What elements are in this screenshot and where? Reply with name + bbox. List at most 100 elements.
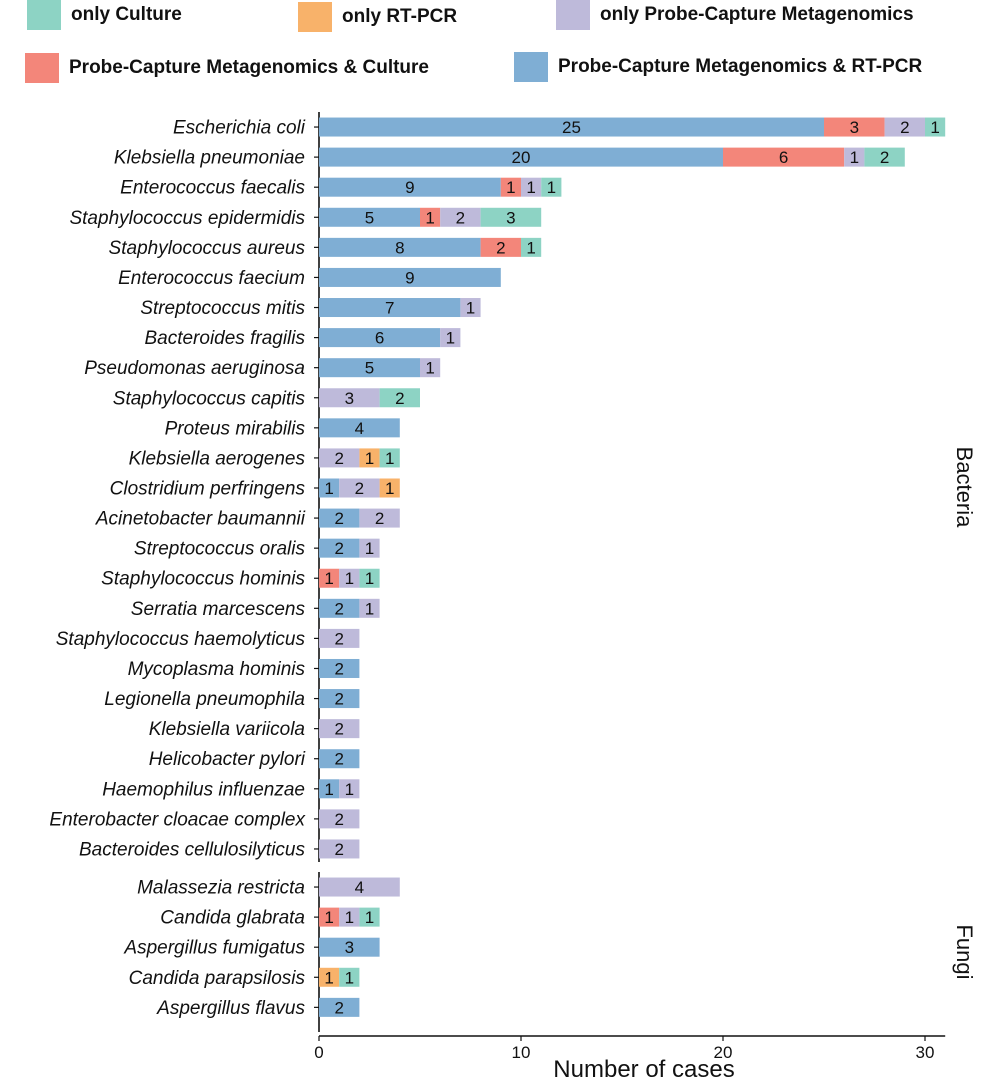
category-label: Staphylococcus epidermidis [69, 208, 305, 229]
bar-segment-pcm_culture [723, 147, 845, 167]
bar-value-label: 3 [506, 208, 515, 227]
category-label: Staphylococcus aureus [109, 238, 306, 259]
bar-segment-pcm_rtpcr [319, 418, 400, 438]
bar-segment-pcm_culture [500, 177, 521, 197]
bar-segment-culture [339, 967, 360, 987]
category-label: Mycoplasma hominis [128, 659, 306, 680]
bar-value-label: 2 [334, 810, 343, 829]
bar-segment-pcm [460, 298, 481, 318]
bar-segment-culture [379, 448, 400, 468]
bar-segment-pcm [339, 907, 360, 927]
bar-segment-rtpcr [319, 967, 340, 987]
bar-segment-pcm_culture [420, 207, 441, 227]
bar-value-label: 2 [375, 509, 384, 528]
category-label: Klebsiella variicola [149, 719, 305, 740]
bar-value-label: 1 [547, 178, 556, 197]
bar-segment-pcm_rtpcr [319, 779, 340, 799]
bar-value-label: 3 [345, 389, 354, 408]
category-label: Pseudomonas aeruginosa [84, 358, 305, 379]
x-tick-label: 10 [512, 1043, 531, 1062]
bar-segment-pcm [359, 598, 380, 618]
bar-value-label: 1 [345, 968, 354, 987]
bar-value-label: 2 [334, 720, 343, 739]
bar-segment-pcm_rtpcr [319, 538, 360, 558]
bar-segment-culture [864, 147, 905, 167]
bar-value-label: 2 [334, 690, 343, 709]
bar-value-label: 2 [880, 148, 889, 167]
category-label: Aspergillus flavus [156, 998, 305, 1019]
bar-segment-pcm [339, 568, 360, 588]
bar-segment-pcm_rtpcr [319, 598, 360, 618]
category-label: Klebsiella aerogenes [129, 448, 306, 469]
bar-segment-culture [379, 388, 420, 408]
bar-segment-pcm_rtpcr [319, 658, 360, 678]
x-tick-label: 30 [916, 1043, 935, 1062]
bar-value-label: 1 [324, 569, 333, 588]
bar-value-label: 2 [355, 479, 364, 498]
bar-value-label: 1 [345, 569, 354, 588]
legend-item-culture: only Culture [27, 0, 182, 30]
category-label: Aspergillus fumigatus [123, 938, 305, 959]
category-label: Enterococcus faecium [118, 268, 305, 289]
bar-value-label: 2 [334, 998, 343, 1017]
bar-segment-pcm [359, 508, 400, 528]
bar-value-label: 1 [425, 208, 434, 227]
bar-value-label: 1 [324, 908, 333, 927]
bar-value-label: 2 [334, 629, 343, 648]
legend-item-pcm_culture: Probe-Capture Metagenomics & Culture [25, 53, 429, 83]
legend: only Culture only RT-PCR only Probe-Captur… [0, 0, 1000, 95]
bar-value-label: 2 [900, 118, 909, 137]
category-label: Proteus mirabilis [165, 418, 306, 439]
legend-label: Probe-Capture Metagenomics & Culture [69, 57, 429, 78]
bar-segment-pcm [884, 117, 925, 137]
bar-value-label: 1 [385, 449, 394, 468]
category-label: Staphylococcus capitis [113, 388, 306, 409]
bar-value-label: 2 [334, 539, 343, 558]
bar-value-label: 1 [365, 908, 374, 927]
x-tick-label: 20 [714, 1043, 733, 1062]
bar-value-label: 4 [355, 878, 364, 897]
bar-value-label: 1 [425, 359, 434, 378]
bar-value-label: 5 [365, 359, 374, 378]
x-axis-title: Number of cases [553, 1056, 734, 1081]
bar-segment-pcm [319, 877, 400, 897]
bar-segment-pcm_rtpcr [319, 298, 461, 318]
bar-value-label: 2 [496, 238, 505, 257]
bar-segment-pcm [440, 207, 481, 227]
category-label: Haemophilus influenzae [102, 779, 305, 800]
bar-value-label: 3 [850, 118, 859, 137]
bar-value-label: 9 [405, 268, 414, 287]
bar-segment-pcm_rtpcr [319, 207, 420, 227]
bar-segment-culture [925, 117, 946, 137]
category-label: Clostridium perfringens [110, 479, 306, 500]
category-label: Legionella pneumophila [104, 689, 305, 710]
bar-segment-pcm [420, 358, 441, 378]
bar-segment-pcm [319, 839, 360, 859]
bar-segment-pcm_rtpcr [319, 478, 340, 498]
legend-label: Probe-Capture Metagenomics & RT-PCR [558, 56, 923, 77]
bar-segment-pcm_rtpcr [319, 508, 360, 528]
bar-value-label: 3 [345, 938, 354, 957]
legend-label: only Probe-Capture Metagenomics [600, 4, 914, 25]
bar-segment-pcm [319, 809, 360, 829]
bar-segment-culture [541, 177, 562, 197]
legend-swatch [27, 0, 61, 30]
bar-segment-culture [521, 237, 542, 257]
category-label: Streptococcus oralis [134, 539, 306, 560]
bar-value-label: 1 [506, 178, 515, 197]
legend-swatch [514, 52, 548, 82]
bar-segment-pcm [319, 448, 360, 468]
bar-segment-pcm [844, 147, 865, 167]
bar-value-label: 20 [512, 148, 531, 167]
bar-segment-pcm [319, 719, 360, 739]
bar-value-label: 1 [526, 178, 535, 197]
bar-segment-rtpcr [379, 478, 400, 498]
category-label: Bacteroides cellulosilyticus [79, 839, 305, 860]
bar-segment-pcm [521, 177, 542, 197]
bar-value-label: 5 [365, 208, 374, 227]
category-label: Acinetobacter baumannii [95, 509, 306, 530]
bar-value-label: 2 [395, 389, 404, 408]
bar-value-label: 8 [395, 238, 404, 257]
bar-value-label: 1 [385, 479, 394, 498]
